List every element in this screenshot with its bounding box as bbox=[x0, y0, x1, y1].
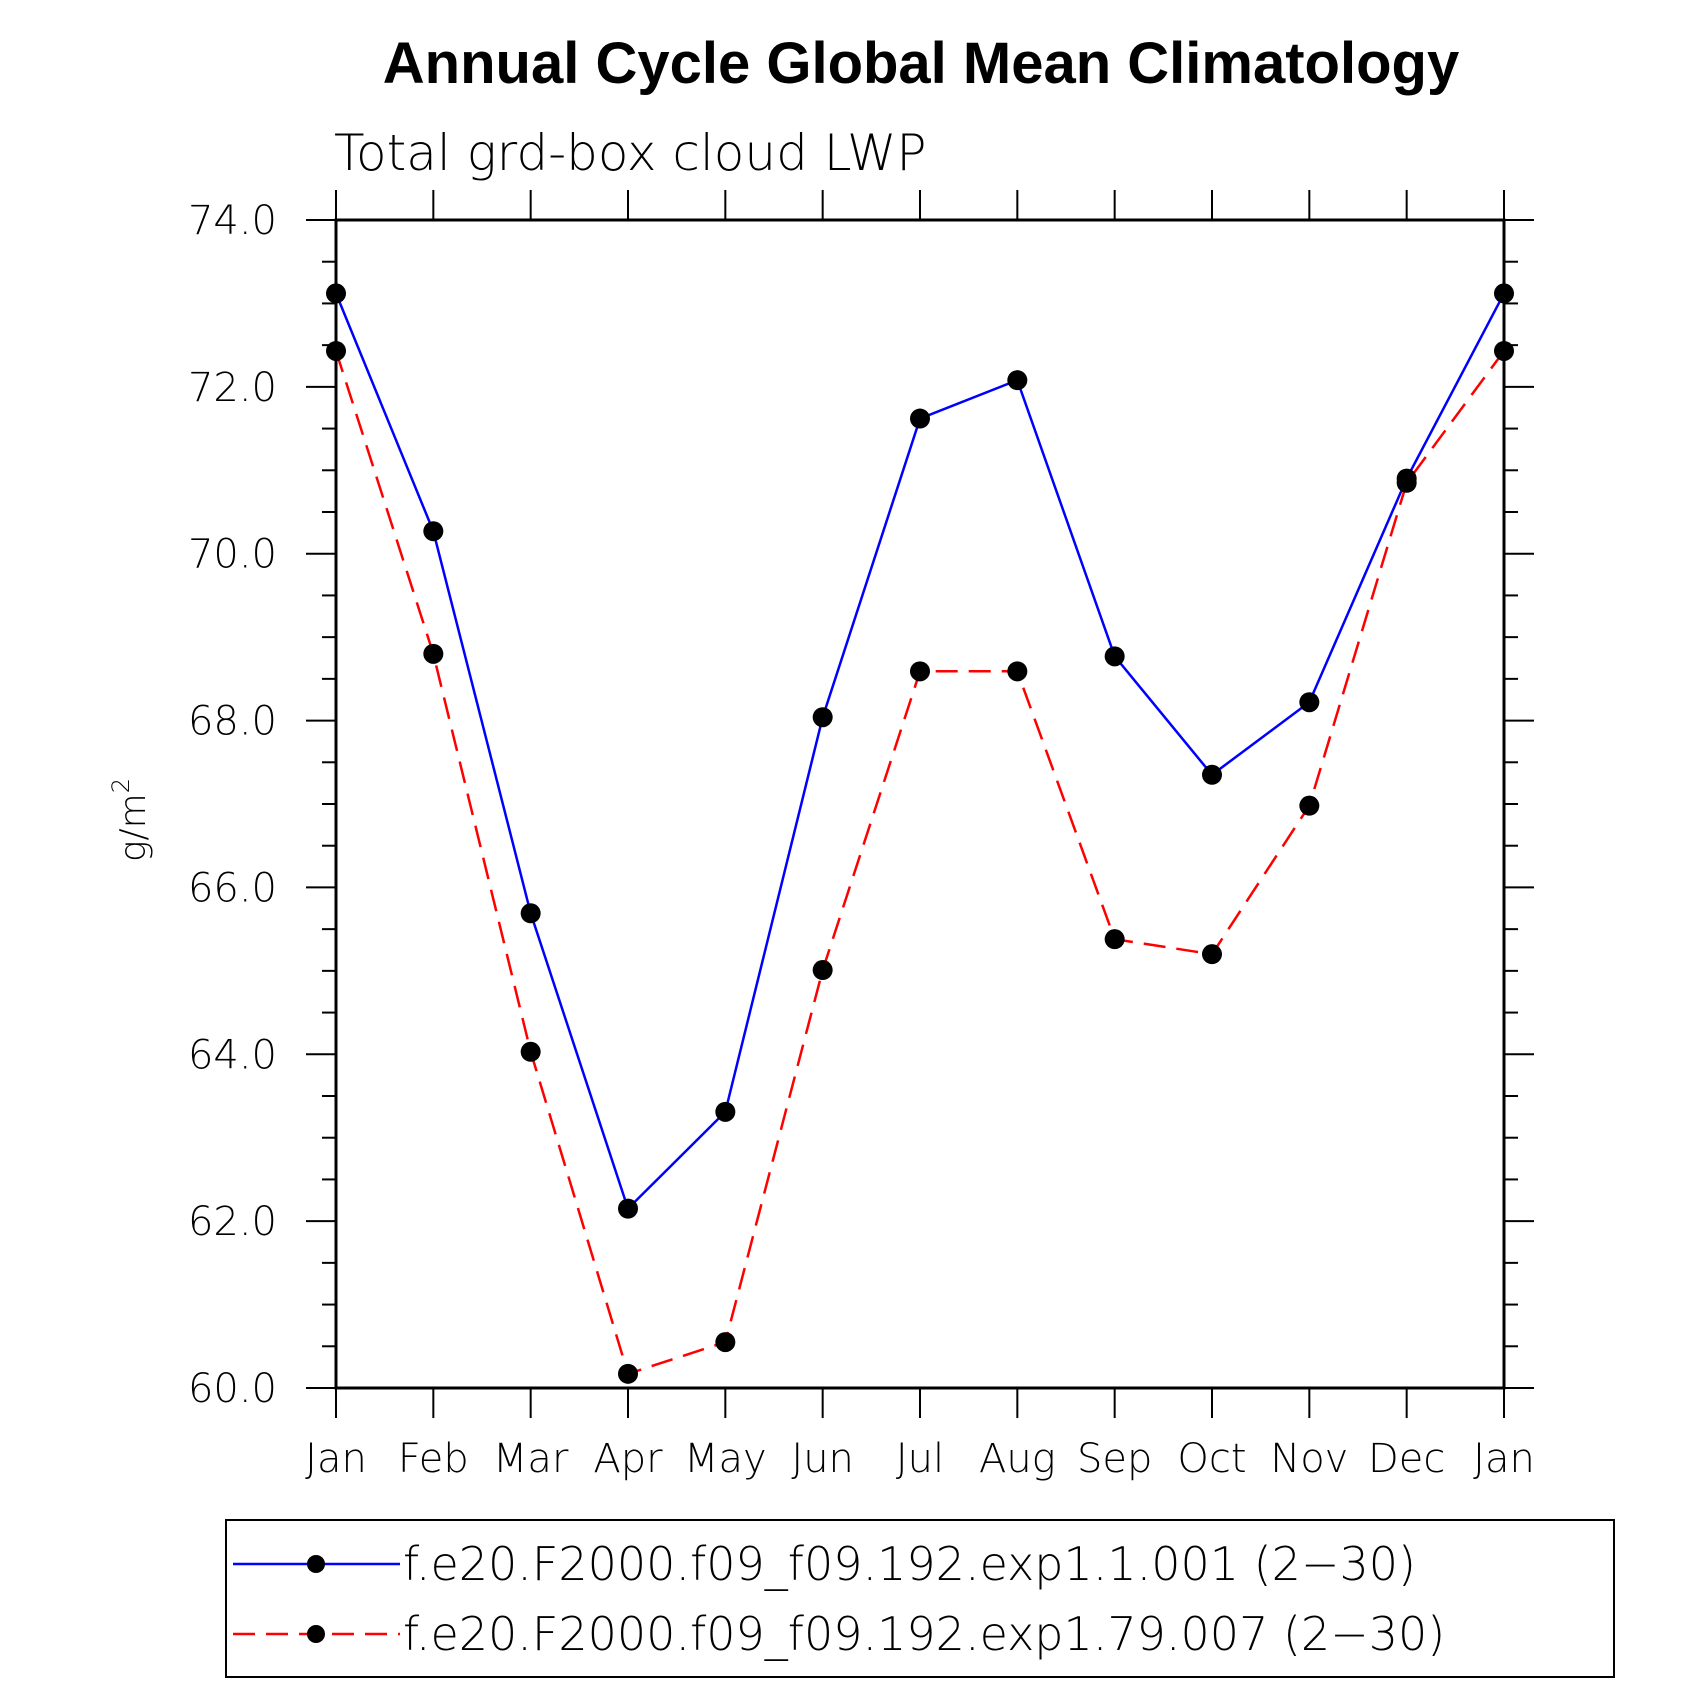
series-line-2 bbox=[334, 350, 1506, 1376]
data-point-series-2 bbox=[520, 1041, 541, 1062]
data-point-series-1 bbox=[1007, 370, 1028, 391]
y-tick-label: 68.0 bbox=[188, 699, 277, 745]
legend: f.e20.F2000.f09_f09.192.exp1.1.001 (2−30… bbox=[225, 1519, 1615, 1678]
x-tick-label: Jul bbox=[896, 1436, 944, 1482]
x-tick-label: Oct bbox=[1177, 1436, 1246, 1482]
y-axis-label: g/m2 bbox=[107, 778, 154, 862]
legend-label-1: f.e20.F2000.f09_f09.192.exp1.1.001 (2−30… bbox=[403, 1537, 1416, 1591]
chart-title: Annual Cycle Global Mean Climatology bbox=[383, 31, 1459, 96]
y-tick-label: 74.0 bbox=[188, 198, 277, 244]
data-point-series-1 bbox=[715, 1101, 736, 1122]
y-tick-label: 60.0 bbox=[188, 1366, 277, 1412]
legend-label-2: f.e20.F2000.f09_f09.192.exp1.79.007 (2−3… bbox=[403, 1607, 1445, 1661]
chart-subtitle: Total grd-box cloud LWP bbox=[334, 124, 927, 182]
data-point-series-1 bbox=[423, 521, 444, 542]
x-tick-label: Feb bbox=[398, 1436, 469, 1482]
legend-marker-2 bbox=[307, 1625, 325, 1643]
x-tick-label: May bbox=[684, 1436, 767, 1482]
legend-marker-1 bbox=[307, 1555, 325, 1573]
y-tick-label: 62.0 bbox=[188, 1199, 277, 1245]
x-tick-label: Aug bbox=[979, 1436, 1056, 1482]
data-point-series-1 bbox=[812, 707, 833, 728]
x-tick-label: Sep bbox=[1077, 1436, 1152, 1482]
data-point-series-2 bbox=[1202, 944, 1222, 965]
y-tick-labels: 60.0 62.0 64.0 66.0 68.0 70.0 72.0 74.0 bbox=[188, 198, 277, 1412]
x-tick-label: Nov bbox=[1270, 1436, 1348, 1482]
data-point-series-2 bbox=[1104, 929, 1125, 950]
data-point-series-2 bbox=[910, 661, 930, 682]
data-point-series-1 bbox=[520, 903, 541, 924]
data-point-series-1 bbox=[1104, 646, 1125, 667]
x-tick-labels: Jan Feb Mar Apr May Jun Jul Aug Sep Oct Nov Dec Jan bbox=[305, 1436, 1535, 1482]
series-line-1 bbox=[334, 292, 1506, 1211]
axis-ticks bbox=[306, 190, 1534, 1418]
x-tick-label: Apr bbox=[593, 1436, 663, 1482]
data-point-series-2 bbox=[618, 1363, 638, 1384]
x-tick-label: Jan bbox=[1473, 1436, 1535, 1482]
x-tick-label: Dec bbox=[1368, 1436, 1445, 1482]
plot-frame bbox=[334, 218, 1506, 1390]
data-point-series-2 bbox=[1007, 661, 1028, 682]
legend-box bbox=[225, 1519, 1615, 1678]
series-lines bbox=[326, 283, 1514, 1384]
data-point-series-2 bbox=[715, 1332, 736, 1353]
x-tick-label: Jun bbox=[791, 1436, 854, 1482]
y-tick-label: 64.0 bbox=[188, 1032, 277, 1078]
y-tick-label: 72.0 bbox=[188, 365, 277, 411]
data-point-series-1 bbox=[910, 408, 930, 429]
x-tick-label: Jan bbox=[305, 1436, 367, 1482]
y-tick-label: 66.0 bbox=[188, 865, 277, 911]
x-tick-label: Mar bbox=[493, 1436, 569, 1482]
data-point-series-2 bbox=[812, 960, 833, 981]
data-point-series-2 bbox=[1396, 472, 1417, 493]
data-point-series-2 bbox=[423, 643, 444, 664]
data-point-series-1 bbox=[1299, 692, 1320, 713]
data-point-series-2 bbox=[1299, 795, 1320, 816]
data-point-series-1 bbox=[1202, 764, 1222, 785]
data-point-series-1 bbox=[618, 1198, 638, 1219]
y-tick-label: 70.0 bbox=[188, 532, 277, 578]
